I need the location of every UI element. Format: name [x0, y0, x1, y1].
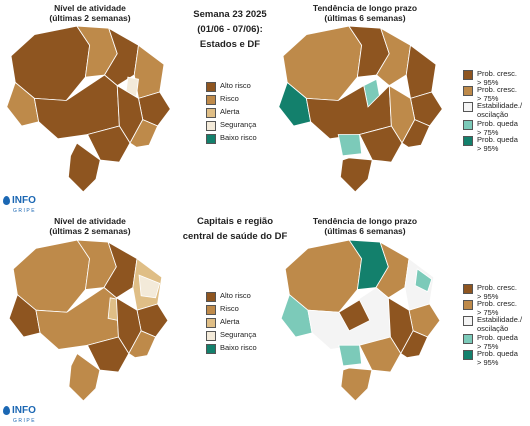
legend-item-baixo-risco: Baixo risco: [206, 343, 257, 354]
legend-item-alerta: Alerta: [206, 317, 240, 328]
legend-swatch: [463, 284, 473, 294]
drop-icon: [3, 406, 10, 415]
legend-swatch: [206, 95, 216, 105]
trend-legend-bottom: Prob. cresc. > 95% Prob. cresc. > 75% Esta…: [463, 283, 530, 367]
region-south: [339, 157, 373, 193]
region-drop75-b: [337, 134, 363, 157]
legend-swatch: [463, 86, 473, 96]
region-safe: [138, 274, 161, 299]
legend-item-queda75: Prob. queda > 75%: [463, 119, 518, 137]
brazil-map-activity-states: [6, 25, 171, 193]
region-west: [280, 294, 313, 338]
region-west: [6, 81, 40, 127]
panel-title-trend-top: Tendência de longo prazo (últimas 6 sema…: [312, 3, 418, 23]
legend-item-alto-risco: Alto risco: [206, 291, 251, 302]
region-south: [68, 352, 101, 402]
region-south: [340, 367, 373, 402]
page-title-states: Semana 23 2025 (01/06 - 07/06): Estados …: [193, 9, 267, 50]
legend-swatch: [463, 350, 473, 360]
legend-swatch: [206, 108, 216, 118]
legend-swatch: [463, 102, 473, 112]
legend-swatch: [206, 344, 216, 354]
trend-legend-top: Prob. cresc. > 95% Prob. cresc. > 75% Esta…: [463, 69, 530, 153]
legend-item-seguranca: Segurança: [206, 120, 256, 131]
region-far-east: [128, 330, 157, 359]
legend-item-queda95: Prob. queda > 95%: [463, 135, 518, 153]
legend-item-queda75: Prob. queda > 75%: [463, 333, 518, 351]
region-northeast: [405, 44, 437, 99]
region-west: [8, 294, 41, 338]
activity-legend-top: Alto risco Risco Alerta Segurança Baixo …: [206, 81, 276, 144]
region-drop-ne: [414, 268, 433, 293]
infogripe-logo-bottom: INFO GRIPE: [3, 406, 36, 426]
legend-swatch: [206, 292, 216, 302]
legend-swatch: [206, 331, 216, 341]
legend-swatch: [206, 134, 216, 144]
region-southeast: [86, 125, 131, 163]
region-far-east: [401, 119, 431, 148]
legend-item-queda95: Prob. queda > 95%: [463, 349, 518, 367]
brazil-map-trend-states: [278, 25, 443, 193]
legend-swatch: [463, 70, 473, 80]
legend-item-estab: Estabilidade./oscilação: [463, 101, 522, 119]
page-title-capitals: Capitais e região central de saúde do DF: [182, 216, 288, 242]
legend-swatch: [463, 300, 473, 310]
region-far-east: [400, 330, 429, 359]
legend-item-estab: Estabilidade./oscilação: [463, 315, 522, 333]
legend-swatch: [463, 316, 473, 326]
legend-item-baixo-risco: Baixo risco: [206, 133, 257, 144]
legend-swatch: [463, 136, 473, 146]
brazil-map-activity-capitals: [8, 239, 169, 402]
region-drop-s: [338, 344, 363, 367]
panel-title-trend-bottom: Tendência de longo prazo (últimas 6 sema…: [312, 216, 418, 236]
legend-swatch: [206, 318, 216, 328]
legend-swatch: [206, 82, 216, 92]
legend-item-risco: Risco: [206, 94, 239, 105]
legend-item-cresc95: Prob. cresc. > 95%: [463, 69, 517, 87]
drop-icon: [3, 196, 10, 205]
legend-item-alto-risco: Alto risco: [206, 81, 251, 92]
region-far-east: [129, 119, 159, 148]
region-southeast: [86, 336, 130, 373]
legend-swatch: [463, 334, 473, 344]
brazil-map-trend-capitals: [280, 239, 441, 402]
panel-title-activity-bottom: Nível de atividade (últimas 2 semanas): [49, 216, 131, 236]
region-southeast: [358, 336, 402, 373]
region-west: [278, 81, 312, 127]
region-southeast: [358, 125, 403, 163]
legend-swatch: [463, 120, 473, 130]
legend-item-seguranca: Segurança: [206, 330, 256, 341]
infogripe-logo-top: INFO GRIPE: [3, 196, 36, 216]
legend-item-cresc75: Prob. cresc. > 75%: [463, 85, 517, 103]
panel-title-activity-top: Nível de atividade (últimas 2 semanas): [49, 3, 131, 23]
region-northeast: [133, 44, 165, 99]
region-center-brown: [338, 299, 371, 332]
legend-swatch: [206, 305, 216, 315]
legend-item-cresc95: Prob. cresc. > 95%: [463, 283, 517, 301]
legend-item-cresc75: Prob. cresc. > 75%: [463, 299, 517, 317]
region-south: [67, 142, 101, 193]
activity-legend-bottom: Alto risco Risco Alerta Segurança Baixo …: [206, 291, 276, 354]
region-safe: [125, 76, 139, 97]
legend-item-alerta: Alerta: [206, 107, 240, 118]
legend-swatch: [206, 121, 216, 131]
legend-item-risco: Risco: [206, 304, 239, 315]
